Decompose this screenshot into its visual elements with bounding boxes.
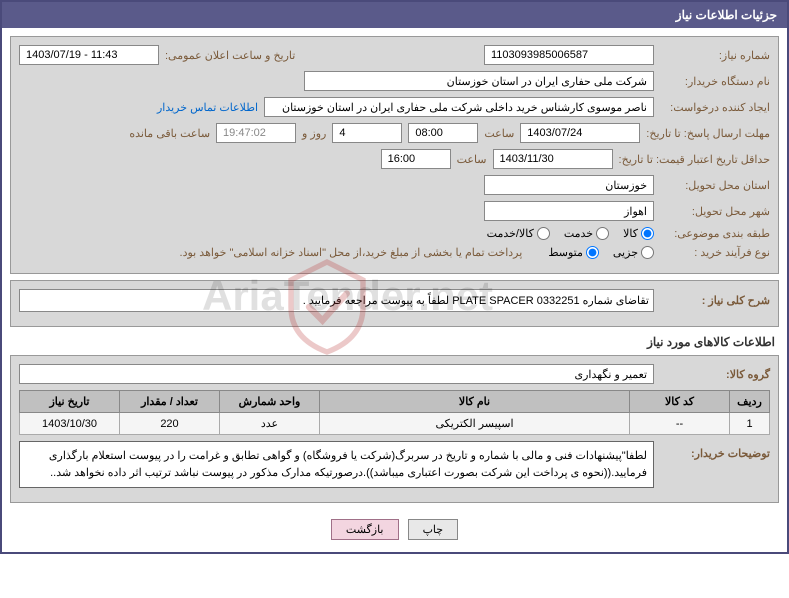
radio-goods[interactable] bbox=[641, 227, 654, 240]
deadline-date: 1403/07/24 bbox=[520, 123, 640, 143]
th-date: تاریخ نیاز bbox=[20, 391, 120, 413]
items-panel: گروه کالا: تعمیر و نگهداری ردیف کد کالا … bbox=[10, 355, 779, 503]
deadline-time: 08:00 bbox=[408, 123, 478, 143]
summary-value: تقاضای شماره PLATE SPACER 0332251 لطفاً … bbox=[19, 289, 654, 312]
items-table: ردیف کد کالا نام کالا واحد شمارش تعداد /… bbox=[19, 390, 770, 435]
validity-date: 1403/11/30 bbox=[493, 149, 613, 169]
time-label-2: ساعت bbox=[457, 153, 487, 166]
summary-label: شرح کلی نیاز : bbox=[660, 294, 770, 307]
city-label: شهر محل تحویل: bbox=[660, 205, 770, 218]
category-goods[interactable]: کالا bbox=[623, 227, 654, 240]
group-value: تعمیر و نگهداری bbox=[19, 364, 654, 384]
group-label: گروه کالا: bbox=[660, 368, 770, 381]
process-minor[interactable]: جزیی bbox=[613, 246, 654, 259]
cat2-label: خدمت bbox=[564, 227, 593, 240]
contact-buyer-link[interactable]: اطلاعات تماس خریدار bbox=[157, 101, 258, 114]
summary-panel: شرح کلی نیاز : تقاضای شماره PLATE SPACER… bbox=[10, 280, 779, 327]
radio-both[interactable] bbox=[537, 227, 550, 240]
radio-medium[interactable] bbox=[586, 246, 599, 259]
print-button[interactable]: چاپ bbox=[408, 519, 459, 540]
requester-label: ایجاد کننده درخواست: bbox=[660, 101, 770, 114]
countdown-timer: 19:47:02 bbox=[216, 123, 296, 143]
cell-date: 1403/10/30 bbox=[20, 413, 120, 435]
category-label: طبقه بندی موضوعی: bbox=[660, 227, 770, 240]
cell-idx: 1 bbox=[730, 413, 770, 435]
back-button[interactable]: بازگشت bbox=[331, 519, 399, 540]
cell-name: اسپیسر الکتریکی bbox=[320, 413, 630, 435]
requester-value: ناصر موسوی کارشناس خرید داخلی شرکت ملی ح… bbox=[264, 97, 654, 117]
days-remaining: 4 bbox=[332, 123, 402, 143]
city-value: اهواز bbox=[484, 201, 654, 221]
need-no-label: شماره نیاز: bbox=[660, 49, 770, 62]
table-row: 1 -- اسپیسر الکتریکی عدد 220 1403/10/30 bbox=[20, 413, 770, 435]
cell-qty: 220 bbox=[120, 413, 220, 435]
radio-service[interactable] bbox=[596, 227, 609, 240]
remain-label: ساعت باقی مانده bbox=[129, 127, 210, 140]
need-no-value: 1103093985006587 bbox=[484, 45, 654, 65]
validity-time: 16:00 bbox=[381, 149, 451, 169]
th-qty: تعداد / مقدار bbox=[120, 391, 220, 413]
th-name: نام کالا bbox=[320, 391, 630, 413]
buyer-label: نام دستگاه خریدار: bbox=[660, 75, 770, 88]
main-form-panel: شماره نیاز: 1103093985006587 تاریخ و ساع… bbox=[10, 36, 779, 274]
announce-label: تاریخ و ساعت اعلان عمومی: bbox=[165, 49, 295, 62]
th-row: ردیف bbox=[730, 391, 770, 413]
payment-note: پرداخت تمام یا بخشی از مبلغ خرید،از محل … bbox=[180, 246, 523, 259]
category-both[interactable]: کالا/خدمت bbox=[487, 227, 550, 240]
buyer-desc-label: توضیحات خریدار: bbox=[660, 441, 770, 460]
process-label: نوع فرآیند خرید : bbox=[660, 246, 770, 259]
buyer-value: شرکت ملی حفاری ایران در استان خوزستان bbox=[304, 71, 654, 91]
buyer-desc-text: لطفا"پیشنهادات فنی و مالی با شماره و تار… bbox=[19, 441, 654, 488]
proc2-label: متوسط bbox=[548, 246, 583, 259]
deadline-label: مهلت ارسال پاسخ: تا تاریخ: bbox=[646, 127, 770, 140]
th-unit: واحد شمارش bbox=[220, 391, 320, 413]
validity-label: حداقل تاریخ اعتبار قیمت: تا تاریخ: bbox=[619, 153, 770, 166]
items-section-title: اطلاعات کالاهای مورد نیاز bbox=[14, 335, 775, 349]
th-code: کد کالا bbox=[630, 391, 730, 413]
cell-unit: عدد bbox=[220, 413, 320, 435]
proc1-label: جزیی bbox=[613, 246, 638, 259]
announce-value: 1403/07/19 - 11:43 bbox=[19, 45, 159, 65]
process-medium[interactable]: متوسط bbox=[548, 246, 599, 259]
cat3-label: کالا/خدمت bbox=[487, 227, 534, 240]
time-label-1: ساعت bbox=[484, 127, 514, 140]
cat1-label: کالا bbox=[623, 227, 638, 240]
province-value: خوزستان bbox=[484, 175, 654, 195]
days-label: روز و bbox=[302, 127, 326, 140]
category-service[interactable]: خدمت bbox=[564, 227, 609, 240]
cell-code: -- bbox=[630, 413, 730, 435]
radio-minor[interactable] bbox=[641, 246, 654, 259]
panel-header: جزئیات اطلاعات نیاز bbox=[2, 2, 787, 28]
province-label: استان محل تحویل: bbox=[660, 179, 770, 192]
button-row: چاپ بازگشت bbox=[10, 509, 779, 544]
